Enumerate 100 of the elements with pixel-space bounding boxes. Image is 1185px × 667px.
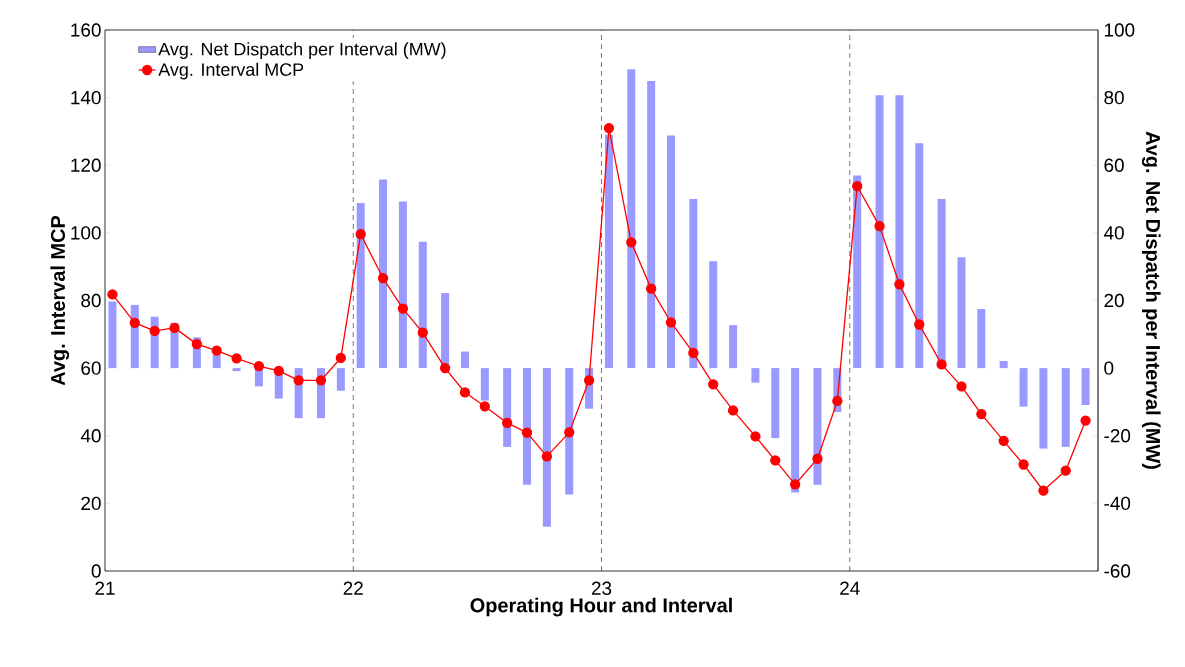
y2-tick-label: 40 <box>1103 226 1124 240</box>
bar <box>709 261 718 369</box>
point <box>646 283 657 294</box>
y2-axis-title: Avg. Net Dispatch per Interval (MW) <box>1141 131 1161 469</box>
x-axis-title: Operating Hour and Interval <box>470 597 732 617</box>
y-tick-label: 40 <box>80 429 101 443</box>
point <box>417 327 428 338</box>
bar <box>418 241 427 369</box>
bar <box>604 134 613 369</box>
y-tick-label: 80 <box>81 293 101 308</box>
point <box>603 122 615 134</box>
point <box>789 479 801 490</box>
y2-tick-label: -60 <box>1104 564 1131 578</box>
point <box>439 362 451 374</box>
point <box>107 289 118 300</box>
x-tick-label: 21 <box>95 581 115 595</box>
bar <box>751 368 760 383</box>
point <box>770 455 781 466</box>
point <box>812 453 823 464</box>
bar <box>379 179 388 369</box>
y2-tick-label: 80 <box>1104 90 1124 105</box>
point <box>665 317 677 328</box>
y-tick-label: 160 <box>71 23 101 37</box>
bar <box>771 368 780 439</box>
point <box>293 375 304 386</box>
point <box>708 379 719 390</box>
point <box>832 395 843 407</box>
bar <box>480 368 489 401</box>
bar <box>212 354 221 369</box>
y-tick-label: 140 <box>71 90 101 105</box>
point <box>1060 465 1071 476</box>
point <box>273 365 284 376</box>
point <box>211 345 222 356</box>
point <box>1080 415 1091 426</box>
bar <box>689 199 698 369</box>
point <box>253 360 265 372</box>
point <box>727 405 739 416</box>
bar <box>1061 368 1070 447</box>
legend-label: Avg. Interval MCP <box>158 62 304 80</box>
bar <box>1081 368 1090 405</box>
bar <box>977 308 986 369</box>
point <box>129 317 140 328</box>
bar <box>647 81 656 369</box>
y-axis-title: Avg. Interval MCP <box>50 215 70 386</box>
bar <box>915 143 924 369</box>
y-tick-label: 20 <box>81 496 101 511</box>
point <box>459 387 471 398</box>
point <box>315 375 327 386</box>
bar <box>1019 368 1028 407</box>
point <box>231 353 242 364</box>
point <box>541 451 553 462</box>
point <box>1018 459 1029 470</box>
point <box>521 427 533 438</box>
legend-label: Avg. Net Dispatch per Interval (MW) <box>158 42 446 60</box>
y2-tick-label: 0 <box>1104 361 1114 375</box>
bar <box>875 95 884 369</box>
point <box>355 229 366 240</box>
bar <box>356 203 365 369</box>
point <box>750 431 761 442</box>
point <box>852 181 863 192</box>
point <box>626 237 637 248</box>
bar <box>729 325 738 369</box>
bar <box>791 368 800 493</box>
bar <box>108 301 117 369</box>
point <box>956 381 967 392</box>
bar <box>542 368 551 527</box>
point <box>1038 485 1049 496</box>
point <box>936 359 947 370</box>
bar <box>627 69 636 369</box>
bar <box>813 368 822 485</box>
y2-tick-label: -40 <box>1104 496 1131 511</box>
bar <box>523 368 532 485</box>
point <box>976 408 987 420</box>
point <box>397 303 409 314</box>
point <box>894 279 905 290</box>
y2-tick-label: 20 <box>1104 293 1124 308</box>
y-tick-label: 100 <box>71 226 101 240</box>
point <box>149 325 160 337</box>
x-tick-label: 22 <box>343 581 363 595</box>
point <box>583 375 595 386</box>
bar <box>853 175 862 369</box>
y-tick-label: 60 <box>81 361 101 375</box>
point <box>914 319 925 330</box>
point <box>335 352 346 364</box>
y-tick-label: 0 <box>91 564 101 578</box>
point <box>479 401 490 412</box>
bar <box>1039 368 1048 449</box>
y2-tick-label: 100 <box>1104 23 1135 37</box>
point <box>688 347 699 359</box>
point <box>564 427 575 438</box>
bar <box>232 368 241 372</box>
y2-tick-label: -20 <box>1104 429 1131 443</box>
y-tick-label: 120 <box>71 158 101 172</box>
x-tick-label: 23 <box>591 581 612 595</box>
bar <box>957 257 966 369</box>
bar <box>565 368 574 495</box>
point <box>998 435 1009 446</box>
bar <box>895 95 904 369</box>
bar <box>667 135 676 369</box>
point <box>502 417 513 429</box>
